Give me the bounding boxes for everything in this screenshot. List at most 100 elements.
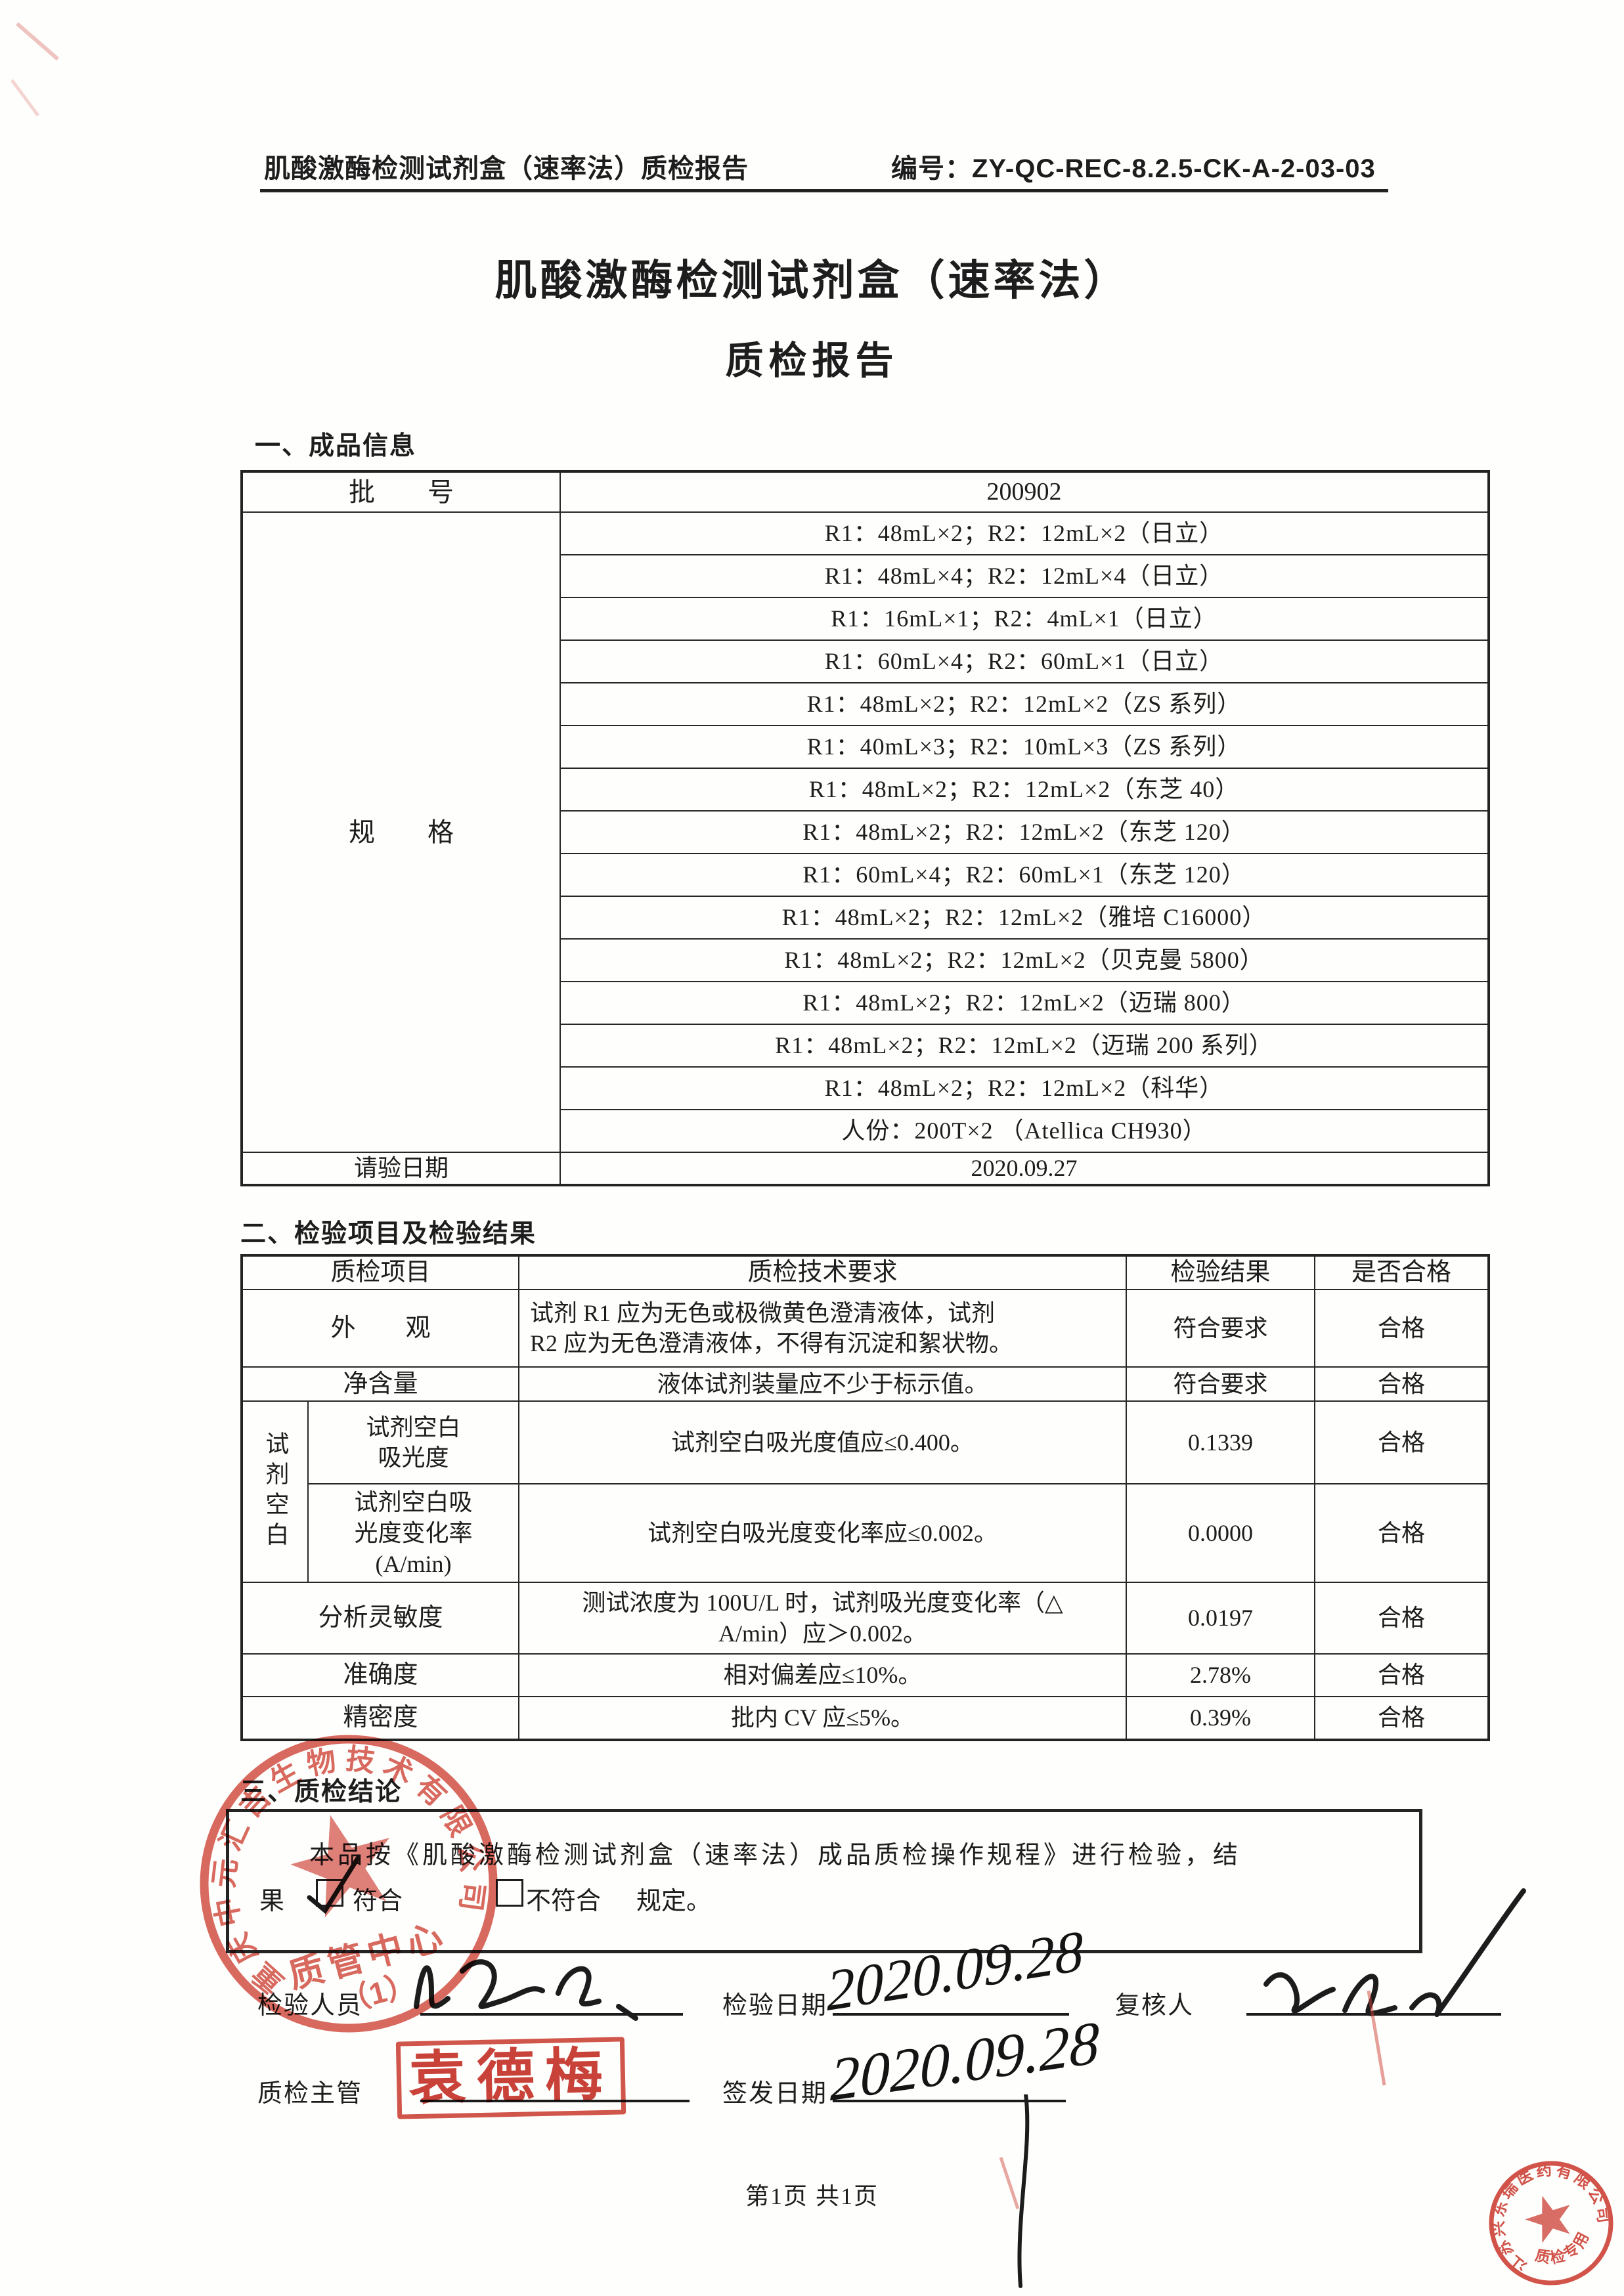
spec-row: 规 格 R1：48mL×2；R2：12mL×2（日立）	[241, 511, 1489, 1153]
result-appearance: 符合要求	[1126, 1289, 1316, 1368]
item-accuracy: 准确度	[240, 1653, 520, 1698]
item-group-reagent-blank: 试剂空白	[241, 1400, 309, 1584]
spec-row: R1：48mL×2；R2：12mL×2（雅培 C16000）	[242, 896, 1489, 940]
pass-sensitivity: 合格	[1314, 1582, 1490, 1655]
qc-stamp-star-icon	[290, 1815, 390, 1918]
item-sensitivity: 分析灵敏度	[240, 1582, 520, 1655]
requirement-appearance: 试剂 R1 应为无色或极微黄色澄清液体，试剂 R2 应为无色澄清液体，不得有沉淀…	[518, 1289, 1128, 1368]
section1-heading: 一、成品信息	[255, 432, 417, 460]
accuracy-row: 准确度 相对偏差应≤10%。 2.78% 合格	[240, 1653, 1490, 1698]
corner-scan-artifact	[10, 22, 59, 117]
requirement-precision: 批内 CV 应≤5%。	[518, 1696, 1128, 1741]
page-subtitle: 质检报告	[725, 339, 899, 382]
result-blank-absorbance: 0.1339	[1126, 1400, 1316, 1485]
pass-net-content: 合格	[1314, 1366, 1490, 1402]
spec-row: R1：48mL×4；R2：12mL×4（日立）	[242, 554, 1489, 598]
spec-row: R1：48mL×2；R2：12mL×2（贝克曼 5800）	[242, 938, 1489, 982]
spec-row: R1：48mL×2；R2：12mL×2（东芝 40）	[242, 768, 1489, 812]
spec-value: R1：16mL×1；R2：4mL×1（日立）	[560, 597, 1489, 641]
results-header-row: 质检项目 质检技术要求 检验结果 是否合格	[240, 1254, 1490, 1291]
spec-value: R1：48mL×4；R2：12mL×4（日立）	[560, 554, 1489, 598]
spec-value: R1：40mL×3；R2：10mL×3（ZS 系列）	[560, 725, 1489, 769]
issue-date-pen-descender	[1017, 2094, 1030, 2288]
spec-row: R1：60mL×4；R2：60mL×1（日立）	[242, 639, 1489, 683]
col-header-pass: 是否合格	[1314, 1254, 1490, 1291]
spec-row: R1：16mL×1；R2：4mL×1（日立）	[242, 597, 1489, 641]
blank-rate-row: 试剂空白吸 光度变化率 (A/min) 试剂空白吸光度变化率应≤0.002。 0…	[242, 1483, 1490, 1584]
reviewer-label: 复核人	[1115, 1992, 1195, 2020]
section2-heading: 二、检验项目及检验结果	[240, 1220, 537, 1248]
requirement-net-content: 液体试剂装量应不少于标示值。	[518, 1366, 1128, 1402]
precision-row: 精密度 批内 CV 应≤5%。 0.39% 合格	[240, 1696, 1490, 1741]
spec-value: R1：48mL×2；R2：12mL×2（东芝 120）	[560, 810, 1489, 854]
requirement-line: R2 应为无色澄清液体，不得有沉淀和絮状物。	[530, 1330, 1013, 1357]
spec-value: R1：60mL×4；R2：60mL×1（日立）	[560, 639, 1489, 683]
checkbox-nonconform-label: 不符合	[526, 1888, 602, 1915]
item-blank-rate: 试剂空白吸 光度变化率 (A/min)	[307, 1483, 520, 1584]
corner-company-stamp: 江苏兴东瑞医药有限公司 质检专用章	[1485, 2157, 1617, 2285]
requirement-blank-absorbance: 试剂空白吸光度值应≤0.400。	[518, 1400, 1128, 1485]
spec-value: R1：48mL×2；R2：12mL×2（迈瑞 800）	[560, 981, 1489, 1025]
result-sensitivity: 0.0197	[1126, 1582, 1316, 1655]
result-accuracy: 2.78%	[1126, 1653, 1316, 1698]
inspector-signature	[414, 1959, 638, 2021]
pass-accuracy: 合格	[1314, 1653, 1490, 1698]
item-line: 光度变化率	[354, 1519, 473, 1546]
spec-value: R1：48mL×2；R2：12mL×2（雅培 C16000）	[560, 896, 1489, 940]
blank-absorbance-row: 试剂空白 试剂空白 吸光度 试剂空白吸光度值应≤0.400。 0.1339 合格	[241, 1400, 1490, 1584]
supervisor-name-stamp: 袁德梅	[395, 2037, 626, 2119]
result-blank-rate: 0.0000	[1126, 1483, 1316, 1584]
item-line: 试剂空白	[366, 1414, 461, 1440]
supervisor-signature-line	[420, 2100, 690, 2102]
inspector-signature-line	[420, 2013, 683, 2016]
spec-value: R1：48mL×2；R2：12mL×2（ZS 系列）	[560, 682, 1489, 726]
spec-value: R1：48mL×2；R2：12mL×2（科华）	[560, 1066, 1489, 1110]
col-header-item: 质检项目	[240, 1254, 520, 1291]
red-pen-artifact	[999, 2157, 1020, 2209]
header-doc-number: 编号：ZY-QC-REC-8.2.5-CK-A-2-03-03	[891, 154, 1376, 183]
supervisor-label: 质检主管	[257, 2080, 363, 2108]
requirement-accuracy: 相对偏差应≤10%。	[518, 1653, 1128, 1698]
conclusion-line2-prefix: 果	[259, 1888, 285, 1915]
issue-date-line	[833, 2100, 1066, 2102]
spec-value: R1：48mL×2；R2：12mL×2（日立）	[560, 511, 1489, 555]
section3-heading: 三、质检结论	[240, 1778, 403, 1806]
spec-value: R1：48mL×2；R2：12mL×2（贝克曼 5800）	[560, 938, 1489, 982]
red-pen-artifact	[1367, 1990, 1386, 2086]
spec-row: R1：48mL×2；R2：12mL×2（迈瑞 800）	[242, 981, 1489, 1025]
spec-row: R1：48mL×2；R2：12mL×2（东芝 120）	[242, 810, 1489, 854]
batch-label: 批 号	[241, 471, 561, 513]
request-date-row: 请验日期 2020.09.27	[241, 1152, 1489, 1186]
result-net-content: 符合要求	[1126, 1366, 1316, 1402]
item-precision: 精密度	[240, 1696, 520, 1741]
requirement-sensitivity: 测试浓度为 100U/L 时，试剂吸光度变化率（△ A/min）应＞0.002。	[518, 1582, 1128, 1655]
item-line: (A/min)	[375, 1550, 452, 1577]
pass-precision: 合格	[1314, 1696, 1490, 1741]
requirement-line: 测试浓度为 100U/L 时，试剂吸光度变化率（△	[582, 1590, 1063, 1616]
conclusion-line1: 本品按《肌酸激酶检测试剂盒（速率法）成品质检操作规程》进行检验，结	[309, 1842, 1242, 1869]
inspection-results-table: 质检项目 质检技术要求 检验结果 是否合格 外 观 试剂 R1 应为无色或极微黄…	[240, 1254, 1491, 1742]
product-info-table: 批 号 200902 规 格 R1：48mL×2；R2：12mL×2（日立） R…	[240, 470, 1490, 1186]
col-header-result: 检验结果	[1126, 1254, 1316, 1291]
spec-value: R1：60mL×4；R2：60mL×1（东芝 120）	[560, 853, 1489, 897]
pass-appearance: 合格	[1314, 1289, 1490, 1368]
pass-blank-absorbance: 合格	[1314, 1400, 1490, 1485]
spec-label: 规 格	[241, 511, 561, 1153]
header-rule	[260, 189, 1388, 192]
reagent-blank-vertical-label: 试剂空白	[262, 1431, 289, 1553]
item-blank-absorbance: 试剂空白 吸光度	[307, 1400, 520, 1485]
item-line: 试剂空白吸	[354, 1489, 473, 1516]
spec-row: 人份：200T×2 （Atellica CH930）	[242, 1109, 1489, 1153]
result-precision: 0.39%	[1126, 1696, 1316, 1741]
page-title: 肌酸激酶检测试剂盒（速率法）	[494, 257, 1130, 304]
qc-center-stamp: 重庆中元汇吉生物技术有限公司 质管中心 （1）	[192, 1727, 506, 2033]
spec-row: R1：48mL×2；R2：12mL×2（ZS 系列）	[242, 682, 1489, 726]
spec-row: R1：60mL×4；R2：60mL×1（东芝 120）	[242, 853, 1489, 897]
item-appearance: 外 观	[240, 1289, 520, 1368]
request-date-value: 2020.09.27	[560, 1152, 1489, 1186]
sensitivity-row: 分析灵敏度 测试浓度为 100U/L 时，试剂吸光度变化率（△ A/min）应＞…	[240, 1582, 1490, 1655]
requirement-blank-rate: 试剂空白吸光度变化率应≤0.002。	[518, 1483, 1128, 1584]
spec-value: R1：48mL×2；R2：12mL×2（迈瑞 200 系列）	[560, 1024, 1489, 1068]
spec-row: R1：48mL×2；R2：12mL×2（科华）	[242, 1066, 1489, 1110]
